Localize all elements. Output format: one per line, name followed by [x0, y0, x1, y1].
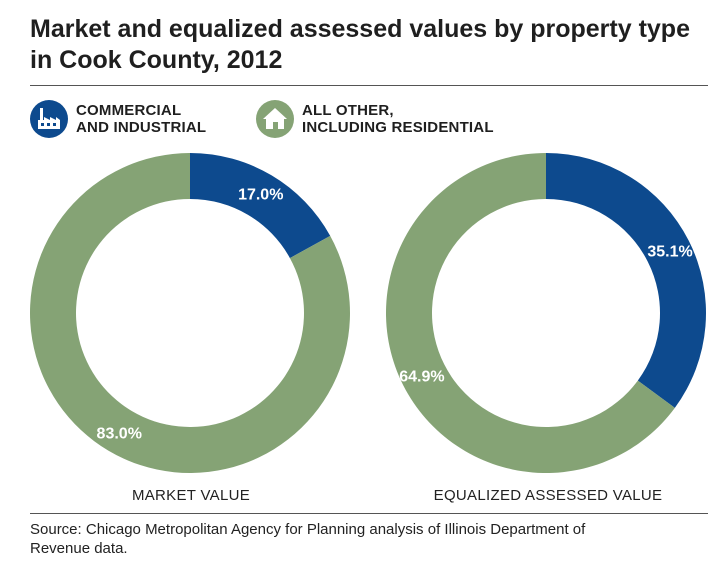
- chart-title-line-2: in Cook County, 2012: [30, 46, 283, 74]
- legend-label-commercial-line-1: COMMERCIAL: [76, 102, 182, 119]
- donut-1-label-commercial: 17.0%: [238, 186, 283, 203]
- legend-item-commercial: COMMERCIAL AND INDUSTRIAL: [30, 100, 306, 138]
- donut-2-label-other: 64.9%: [399, 369, 444, 386]
- donut-1-label-other: 83.0%: [97, 426, 142, 443]
- source-note-line-2: Revenue data.: [30, 540, 128, 557]
- legend-label-other-line-2: INCLUDING RESIDENTIAL: [302, 119, 494, 136]
- legend-label-commercial: COMMERCIAL AND INDUSTRIAL: [76, 102, 306, 136]
- legend-label-commercial-line-2: AND INDUSTRIAL: [76, 119, 207, 136]
- donut-1-slice-commercial: [190, 153, 331, 259]
- donut-2-slice-commercial: [546, 153, 706, 408]
- legend-label-other: ALL OTHER, INCLUDING RESIDENTIAL: [302, 102, 532, 136]
- donut-2-slice-other: [385, 153, 675, 473]
- chart-caption-market-value: MARKET VALUE: [131, 487, 251, 504]
- legend-item-other: ALL OTHER, INCLUDING RESIDENTIAL: [256, 100, 532, 138]
- house-icon: [256, 100, 294, 138]
- chart-title: Market and equalized assessed values by …: [30, 14, 710, 76]
- source-note: Source: Chicago Metropolitan Agency for …: [30, 520, 700, 558]
- donut-2-label-commercial: 35.1%: [647, 243, 692, 260]
- title-divider: [30, 85, 708, 86]
- source-divider: [30, 513, 708, 514]
- chart-title-line-1: Market and equalized assessed values by …: [30, 15, 690, 43]
- source-note-line-1: Source: Chicago Metropolitan Agency for …: [30, 521, 586, 538]
- chart-caption-equalized-assessed-value: EQUALIZED ASSESSED VALUE: [433, 487, 663, 504]
- factory-icon: [30, 100, 68, 138]
- legend-label-other-line-1: ALL OTHER,: [302, 102, 394, 119]
